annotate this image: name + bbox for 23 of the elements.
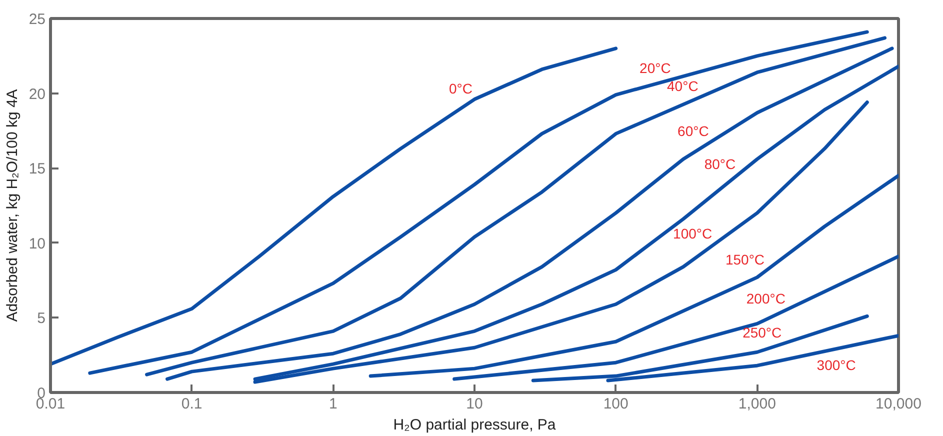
x-tick-label: 1,000	[738, 396, 776, 412]
y-axis-title: Adsorbed water, kg H₂O/100 kg 4A	[4, 89, 21, 322]
y-tick-label: 15	[28, 160, 46, 178]
series-label: 150°C	[725, 251, 765, 268]
x-tick-label: 10	[466, 396, 483, 412]
y-tick-label: 10	[28, 235, 46, 252]
x-tick-label: 1	[328, 396, 338, 412]
series-label: 100°C	[673, 225, 712, 242]
series-label: 20°C	[640, 60, 671, 76]
series-label: 80°C	[704, 156, 736, 172]
series-label: 40°C	[667, 78, 698, 94]
x-tick-label: 100	[603, 396, 628, 412]
series-label: 200°C	[746, 290, 786, 306]
series-label: 250°C	[742, 324, 782, 340]
series-label: 0°C	[449, 80, 473, 96]
series-label: 60°C	[678, 122, 709, 139]
x-tick-label: 10,000	[876, 396, 922, 412]
x-axis-title: H₂O partial pressure, Pa	[393, 416, 556, 434]
y-tick-label: 25	[28, 11, 46, 28]
y-tick-label: 20	[28, 86, 46, 103]
series-label: 300°C	[816, 357, 856, 374]
x-tick-label: 0.1	[181, 396, 202, 412]
y-tick-label: 5	[37, 310, 46, 328]
